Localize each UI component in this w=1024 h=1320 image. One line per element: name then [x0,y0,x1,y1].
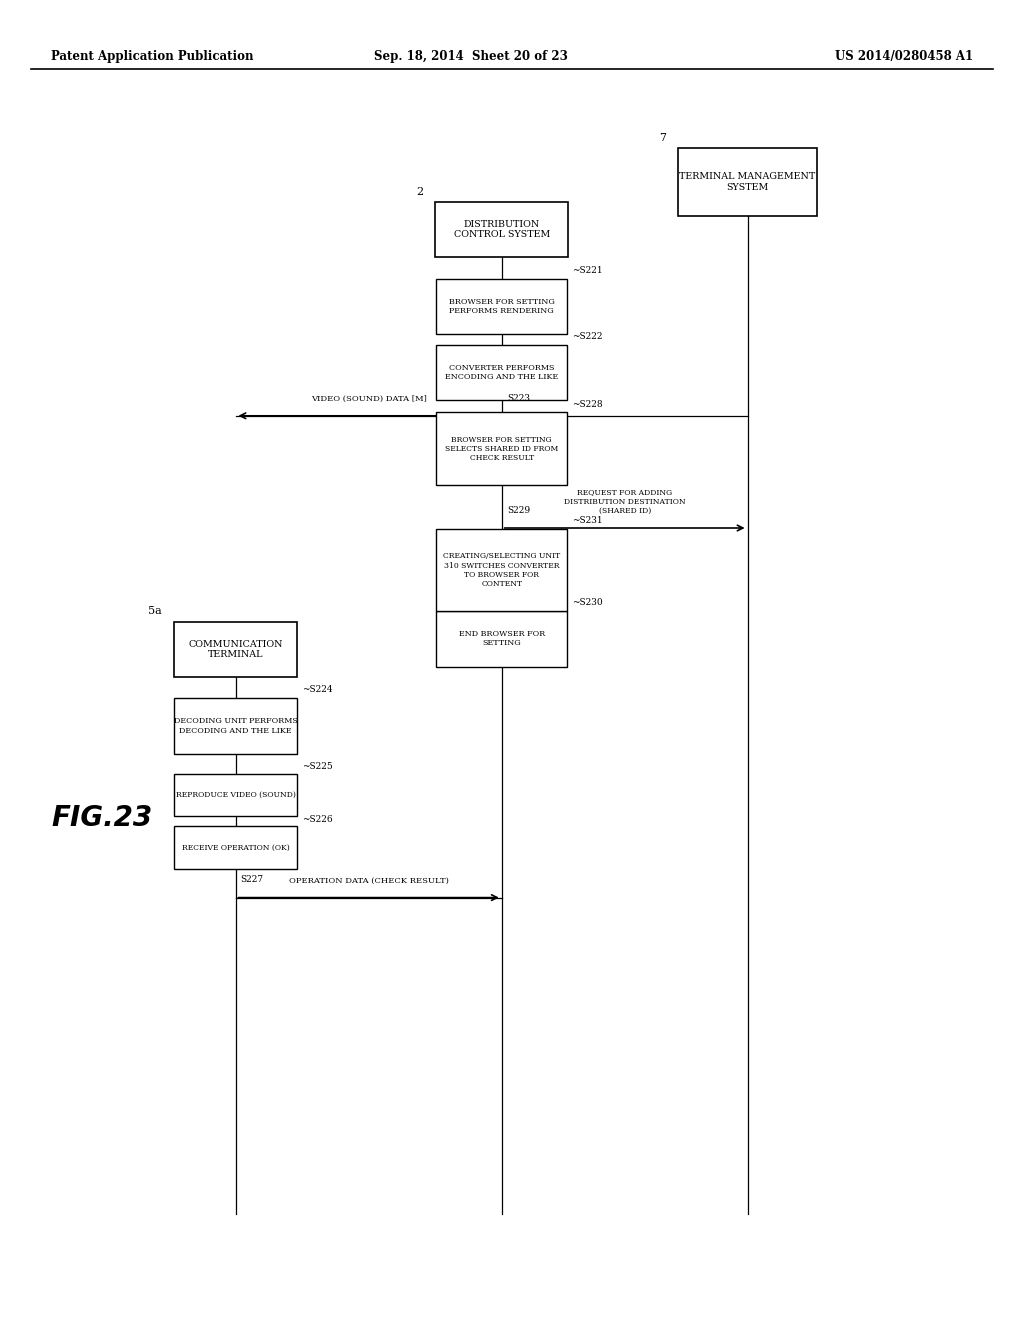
Text: S227: S227 [241,875,264,884]
Text: BROWSER FOR SETTING
SELECTS SHARED ID FROM
CHECK RESULT: BROWSER FOR SETTING SELECTS SHARED ID FR… [445,436,558,462]
Text: FIG.23: FIG.23 [51,804,153,833]
Text: DISTRIBUTION
CONTROL SYSTEM: DISTRIBUTION CONTROL SYSTEM [454,220,550,239]
Text: ~S230: ~S230 [572,598,603,607]
Text: US 2014/0280458 A1: US 2014/0280458 A1 [835,50,973,63]
Text: REPRODUCE VIDEO (SOUND): REPRODUCE VIDEO (SOUND) [175,791,296,799]
Bar [435,202,568,257]
Text: S223: S223 [507,393,529,403]
Bar [436,279,567,334]
Bar [174,698,297,754]
Bar [436,345,567,400]
Bar [174,622,297,677]
Bar [174,774,297,816]
Text: ~S221: ~S221 [572,265,603,275]
Text: COMMUNICATION
TERMINAL: COMMUNICATION TERMINAL [188,640,283,659]
Text: 2: 2 [416,186,423,197]
Text: TERMINAL MANAGEMENT
SYSTEM: TERMINAL MANAGEMENT SYSTEM [679,173,816,191]
Text: REQUEST FOR ADDING
DISTRIBUTION DESTINATION
(SHARED ID): REQUEST FOR ADDING DISTRIBUTION DESTINAT… [564,488,685,515]
Text: ~S226: ~S226 [302,814,333,824]
Text: OPERATION DATA (CHECK RESULT): OPERATION DATA (CHECK RESULT) [289,876,449,884]
Text: S229: S229 [507,506,530,515]
Text: ~S224: ~S224 [302,685,333,694]
Bar [436,611,567,667]
Text: BROWSER FOR SETTING
PERFORMS RENDERING: BROWSER FOR SETTING PERFORMS RENDERING [449,297,555,315]
Text: ~S231: ~S231 [572,516,603,525]
Text: ~S222: ~S222 [572,331,603,341]
Text: ~S225: ~S225 [302,762,333,771]
Bar [678,148,817,216]
Bar [436,529,567,611]
Text: CREATING/SELECTING UNIT
310 SWITCHES CONVERTER
TO BROWSER FOR
CONTENT: CREATING/SELECTING UNIT 310 SWITCHES CON… [443,553,560,587]
Text: Sep. 18, 2014  Sheet 20 of 23: Sep. 18, 2014 Sheet 20 of 23 [374,50,568,63]
Bar [174,826,297,869]
Text: Patent Application Publication: Patent Application Publication [51,50,254,63]
Text: END BROWSER FOR
SETTING: END BROWSER FOR SETTING [459,630,545,648]
Text: RECEIVE OPERATION (OK): RECEIVE OPERATION (OK) [181,843,290,851]
Bar [436,412,567,484]
Text: 7: 7 [659,132,666,143]
Text: DECODING UNIT PERFORMS
DECODING AND THE LIKE: DECODING UNIT PERFORMS DECODING AND THE … [174,717,297,735]
Text: CONVERTER PERFORMS
ENCODING AND THE LIKE: CONVERTER PERFORMS ENCODING AND THE LIKE [445,363,558,381]
Text: 5a: 5a [148,606,162,616]
Text: ~S228: ~S228 [572,400,603,409]
Text: VIDEO (SOUND) DATA [M]: VIDEO (SOUND) DATA [M] [310,395,427,403]
